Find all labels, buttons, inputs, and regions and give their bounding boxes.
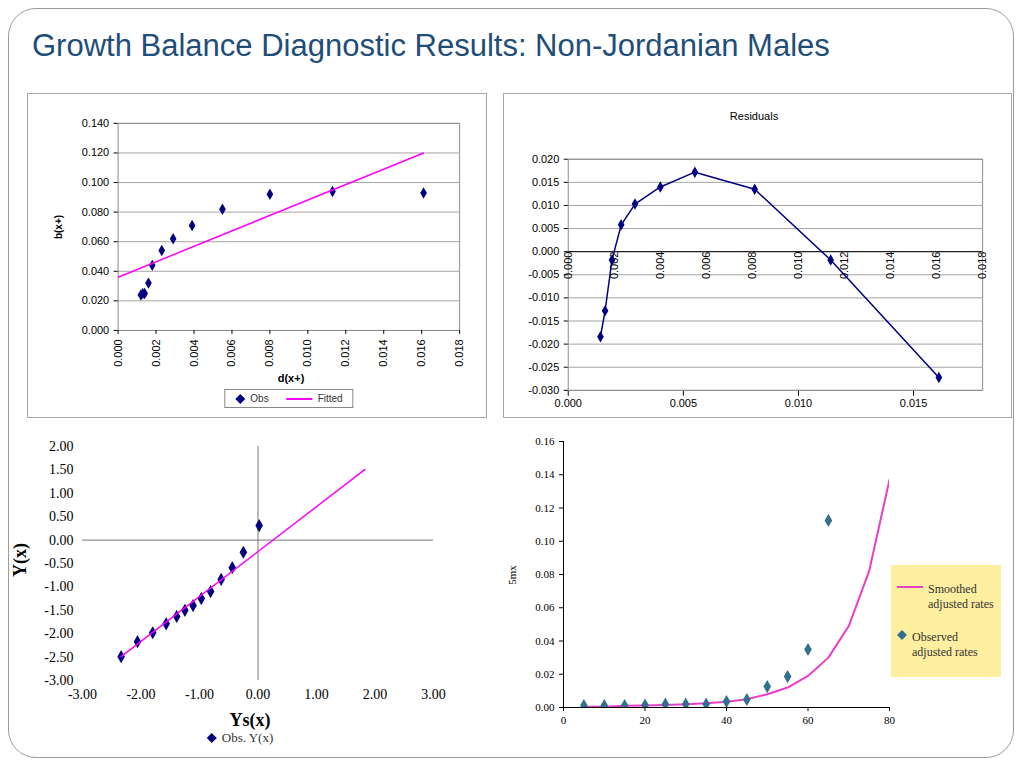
svg-text:0.014: 0.014 (884, 252, 896, 279)
svg-text:1.00: 1.00 (304, 687, 329, 702)
svg-text:0.005: 0.005 (670, 397, 697, 409)
svg-text:0.010: 0.010 (785, 397, 812, 409)
svg-text:0.018: 0.018 (453, 339, 465, 366)
svg-text:0.015: 0.015 (532, 176, 559, 188)
svg-text:2.00: 2.00 (49, 439, 74, 454)
svg-text:60: 60 (803, 714, 815, 726)
svg-text:0.006: 0.006 (700, 252, 712, 279)
svg-text:40: 40 (721, 714, 733, 726)
svg-text:3.00: 3.00 (421, 687, 446, 702)
svg-text:0.010: 0.010 (301, 339, 313, 366)
svg-text:0.08: 0.08 (535, 568, 555, 580)
svg-text:0.50: 0.50 (49, 509, 74, 524)
svg-text:0.06: 0.06 (535, 601, 555, 613)
svg-text:0.004: 0.004 (188, 339, 200, 366)
svg-text:0.00: 0.00 (49, 533, 74, 548)
svg-text:-1.00: -1.00 (44, 579, 73, 594)
svg-text:-2.50: -2.50 (44, 650, 73, 665)
html-text:Y(x): Y(x) (9, 543, 30, 577)
svg-text:0.008: 0.008 (263, 339, 275, 366)
svg-text:0.040: 0.040 (82, 265, 109, 277)
html-text:Obs. Y(x): Obs. Y(x) (221, 730, 274, 745)
svg-text:0.14: 0.14 (535, 468, 555, 480)
svg-text:0.000: 0.000 (555, 397, 582, 409)
html-text:d(x+): d(x+) (277, 372, 305, 384)
svg-text:-0.015: -0.015 (528, 315, 559, 327)
svg-text:0.00: 0.00 (246, 687, 271, 702)
svg-text:0.080: 0.080 (82, 206, 109, 218)
svg-text:0.006: 0.006 (225, 339, 237, 366)
svg-text:0.018: 0.018 (976, 252, 988, 279)
svg-text:0.008: 0.008 (746, 252, 758, 279)
svg-text:0.12: 0.12 (535, 502, 554, 514)
svg-text:0.10: 0.10 (535, 535, 555, 547)
svg-text:-1.00: -1.00 (185, 687, 214, 702)
svg-text:1.00: 1.00 (49, 486, 74, 501)
svg-text:-3.00: -3.00 (44, 673, 73, 688)
svg-text:-0.020: -0.020 (528, 338, 559, 350)
svg-text:0.04: 0.04 (535, 635, 555, 647)
svg-text:-3.00: -3.00 (68, 687, 97, 702)
svg-text:2.00: 2.00 (363, 687, 388, 702)
svg-text:0.060: 0.060 (82, 235, 109, 247)
svg-text:0.016: 0.016 (930, 252, 942, 279)
svg-text:0.012: 0.012 (838, 251, 850, 280)
svg-text:20: 20 (640, 714, 652, 726)
html-text:b(x+): b(x+) (52, 214, 64, 240)
svg-text:0.000: 0.000 (562, 252, 574, 279)
svg-text:0.020: 0.020 (82, 294, 109, 306)
svg-text:0.010: 0.010 (792, 252, 804, 279)
svg-text:0.010: 0.010 (532, 199, 559, 211)
svg-text:0.002: 0.002 (150, 339, 162, 366)
svg-text:0.16: 0.16 (535, 435, 555, 447)
svg-text:-2.00: -2.00 (126, 687, 155, 702)
svg-text:0.005: 0.005 (532, 222, 559, 234)
svg-text:0.016: 0.016 (415, 339, 427, 366)
svg-text:0.015: 0.015 (900, 397, 927, 409)
svg-text:-0.025: -0.025 (528, 361, 559, 373)
svg-text:-0.50: -0.50 (44, 556, 73, 571)
html-text:Residuals: Residuals (729, 110, 779, 122)
svg-text:0.020: 0.020 (532, 153, 559, 165)
svg-text:-2.00: -2.00 (44, 626, 73, 641)
svg-text:0.100: 0.100 (82, 176, 109, 188)
svg-text:-1.50: -1.50 (44, 603, 73, 618)
svg-text:0.000: 0.000 (532, 245, 559, 257)
svg-text:0.140: 0.140 (82, 117, 109, 129)
html-text:Growth Balance Diagnostic Resu: Growth Balance Diagnostic Results: Non-J… (32, 28, 830, 63)
svg-text:0.002: 0.002 (607, 251, 620, 280)
svg-text:0.000: 0.000 (82, 324, 109, 336)
svg-text:0.000: 0.000 (112, 339, 124, 366)
svg-text:-0.030: -0.030 (528, 384, 559, 396)
html-text:Obs: Obs (250, 393, 269, 404)
svg-text:1.50: 1.50 (49, 462, 74, 477)
svg-text:-0.010: -0.010 (528, 291, 559, 303)
svg-text:0: 0 (561, 714, 567, 726)
svg-text:0.014: 0.014 (377, 339, 389, 366)
svg-text:-0.005: -0.005 (528, 268, 559, 280)
svg-text:0.004: 0.004 (654, 252, 666, 279)
svg-text:0.00: 0.00 (535, 701, 555, 713)
svg-text:80: 80 (884, 714, 896, 726)
html-text:Ys(x): Ys(x) (229, 709, 271, 730)
svg-text:0.120: 0.120 (82, 146, 109, 158)
html-text:Observed adjusted rates: Observed adjusted rates (912, 630, 978, 659)
svg-text:0.02: 0.02 (535, 668, 554, 680)
html-text:Smoothed adjusted rates: Smoothed adjusted rates (928, 582, 994, 611)
html-text:5mx: 5mx (506, 565, 518, 585)
svg-text:0.012: 0.012 (339, 339, 351, 366)
html-text:Fitted: Fitted (317, 393, 343, 404)
